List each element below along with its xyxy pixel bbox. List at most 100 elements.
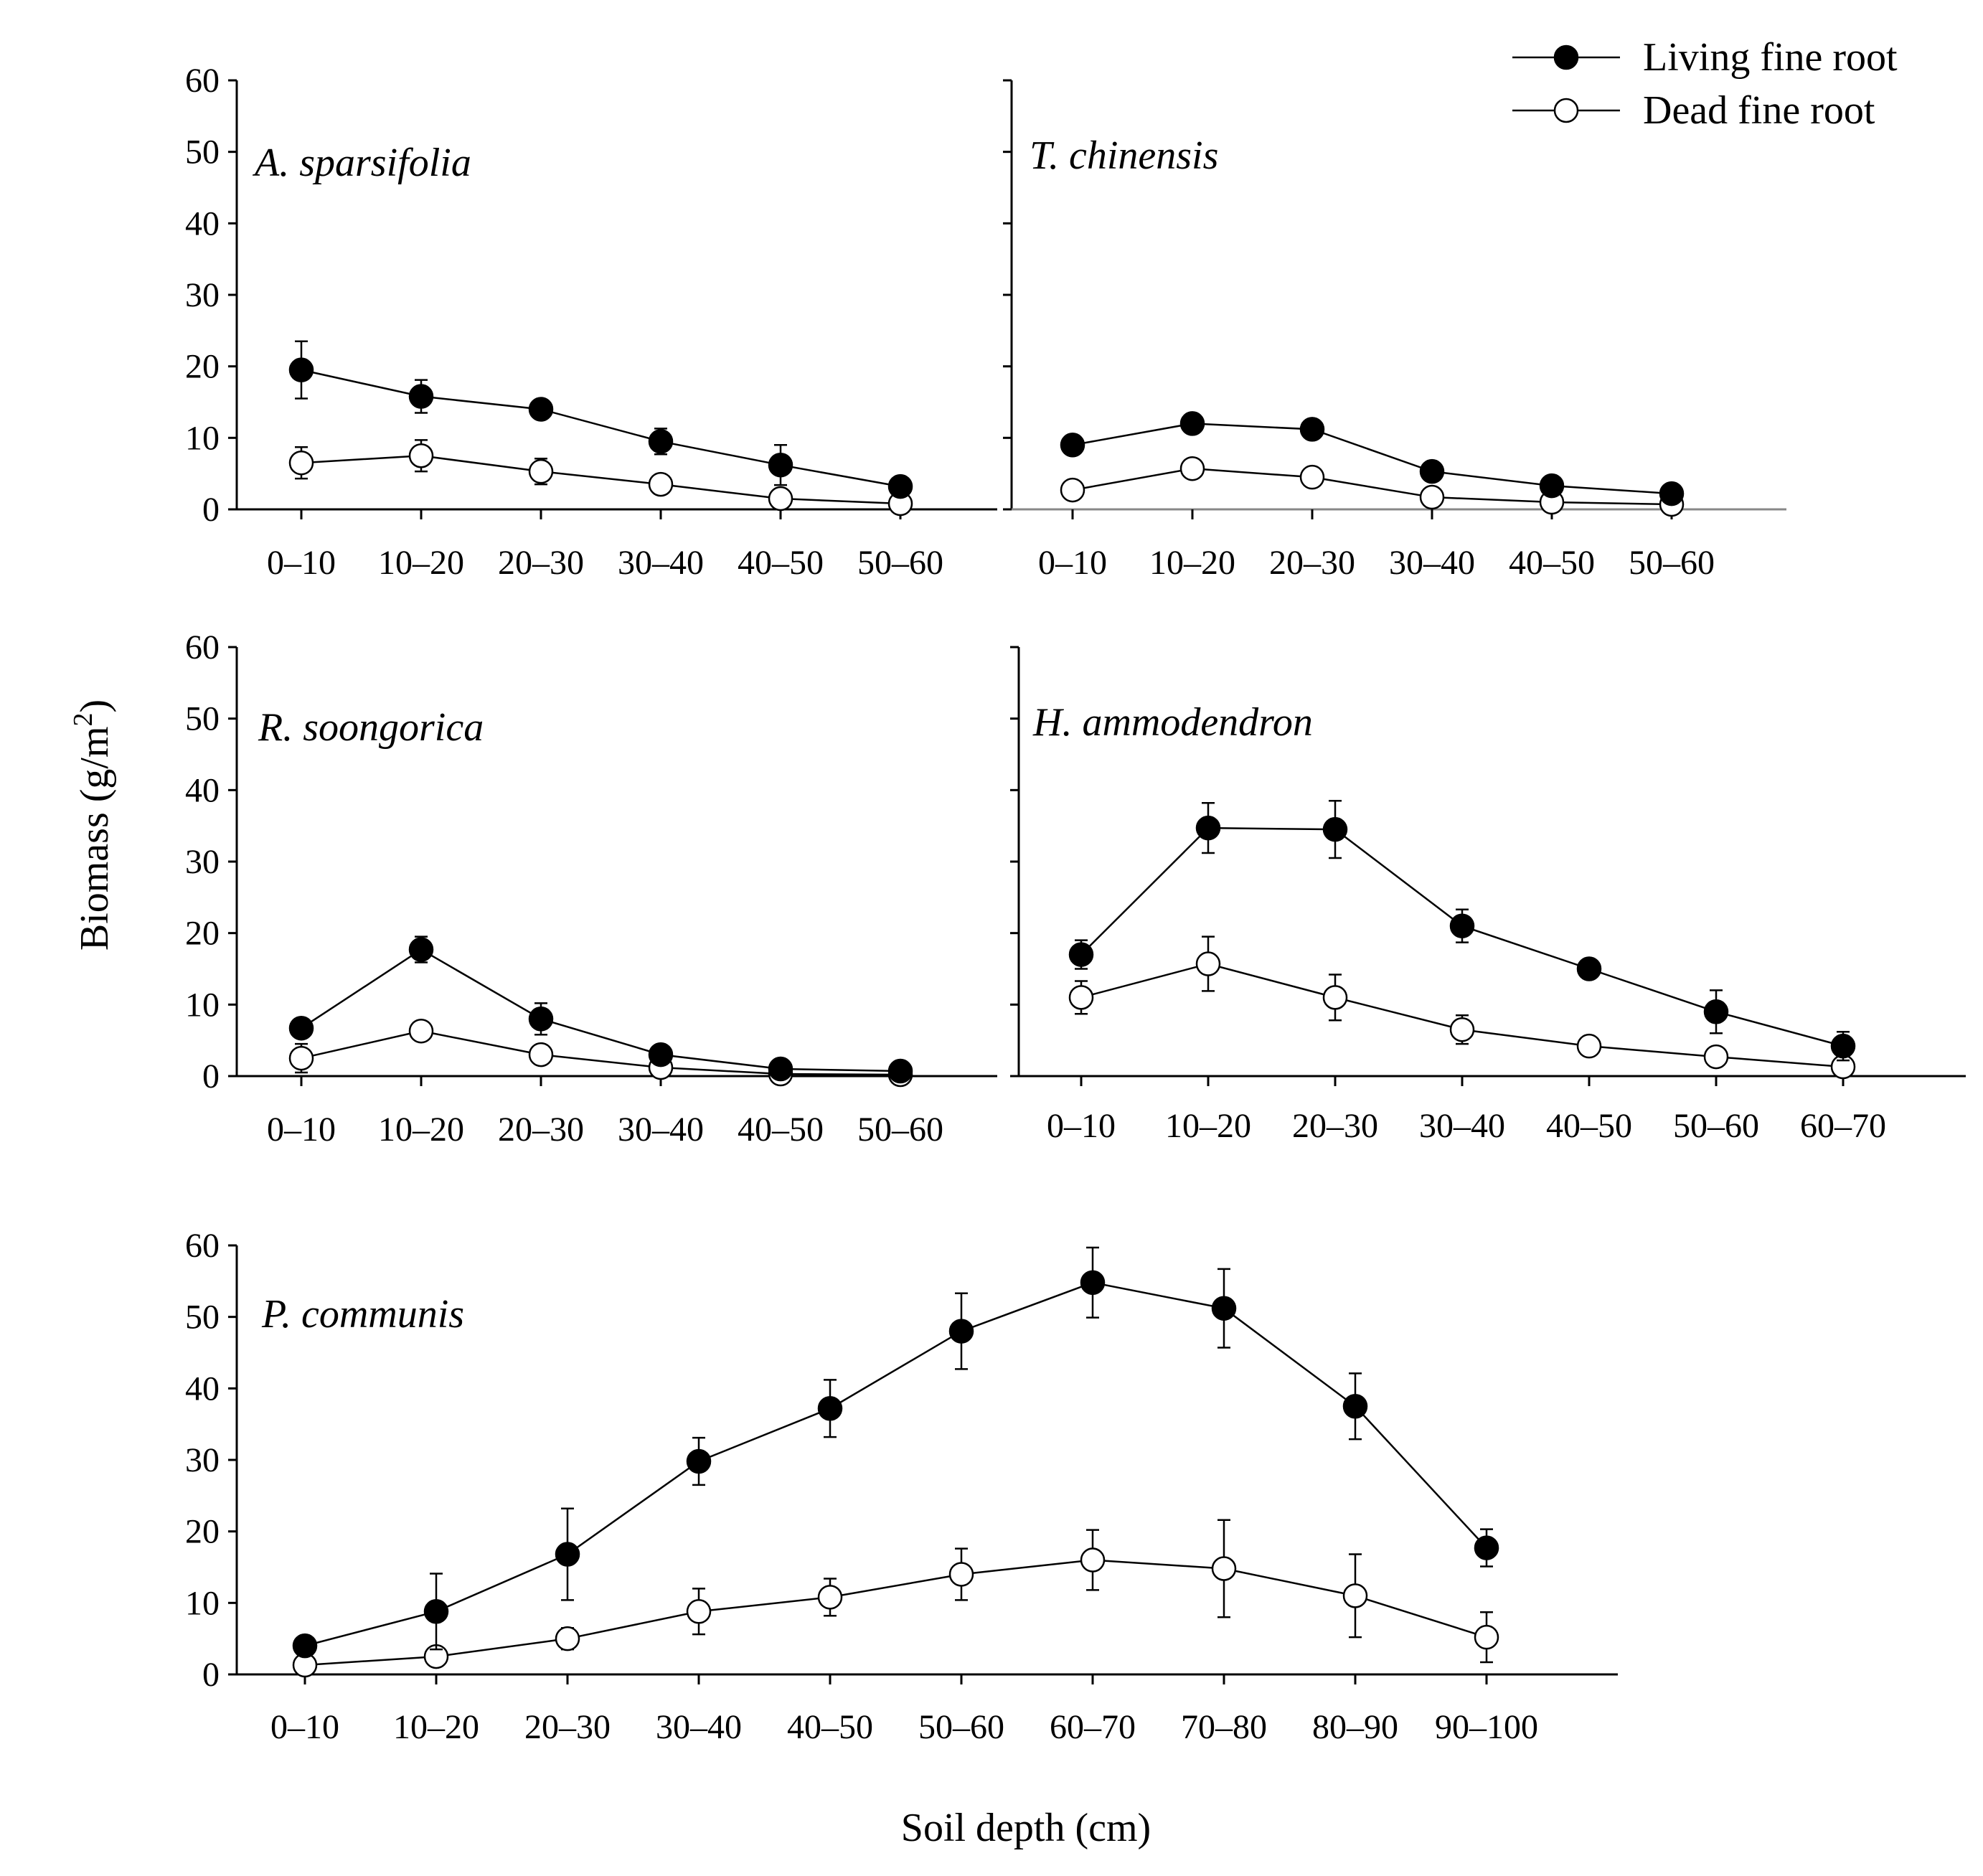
dead-point: [1211, 1556, 1237, 1581]
panel-title: A. sparsifolia: [252, 141, 471, 185]
living-point: [1179, 411, 1205, 436]
dead-point: [288, 450, 314, 476]
panel-title: R. soongorica: [258, 705, 484, 750]
y-tick-label: 20: [185, 915, 220, 953]
y-tick-label: 30: [185, 276, 220, 314]
living-point: [408, 937, 434, 962]
living-point: [288, 1015, 314, 1041]
living-point: [1659, 481, 1685, 506]
y-tick-label: 50: [185, 700, 220, 738]
x-tick-label: 30–40: [656, 1708, 742, 1746]
dead-point: [528, 1042, 554, 1067]
living-point: [1539, 473, 1565, 499]
dead-point: [555, 1626, 580, 1651]
panel-title: T. chinensis: [1030, 133, 1218, 178]
dead-point: [1195, 951, 1221, 976]
living-point: [1299, 417, 1325, 442]
x-tick-label: 50–60: [1673, 1107, 1759, 1145]
x-tick-label: 30–40: [1419, 1107, 1505, 1145]
series-living: [1068, 800, 1856, 1062]
dead-point: [768, 486, 793, 512]
living-point: [768, 1056, 793, 1082]
living-point: [1211, 1296, 1237, 1321]
x-tick-label: 0–10: [1047, 1107, 1116, 1145]
x-tick-label: 50–60: [857, 1111, 943, 1149]
x-tick-label: 20–30: [1269, 544, 1355, 582]
dead-point: [1060, 477, 1085, 503]
x-tick-label: 20–30: [498, 544, 584, 582]
x-tick-label: 60–70: [1800, 1107, 1886, 1145]
x-tick-label: 10–20: [378, 544, 464, 582]
dead-point: [1299, 464, 1325, 490]
series-living: [292, 1246, 1499, 1659]
x-tick-label: 10–20: [1165, 1107, 1251, 1145]
living-point: [887, 1058, 913, 1084]
y-tick-label: 40: [185, 204, 220, 242]
series-living: [1060, 411, 1685, 506]
living-point: [1342, 1394, 1368, 1419]
x-axis-label: Soil depth (cm): [901, 1806, 1151, 1850]
living-point: [1068, 942, 1094, 967]
dead-point: [408, 1018, 434, 1044]
x-tick-label: 40–50: [787, 1708, 873, 1746]
y-tick-label: 60: [185, 62, 220, 100]
x-tick-label: 20–30: [498, 1111, 584, 1149]
dead-point: [288, 1045, 314, 1071]
y-tick-label: 50: [185, 133, 220, 171]
living-point: [1060, 433, 1085, 458]
y-tick-label: 0: [202, 1057, 220, 1095]
living-point: [1830, 1033, 1856, 1059]
living-point: [555, 1542, 580, 1567]
y-tick-label: 10: [185, 419, 220, 457]
living-point: [288, 357, 314, 382]
x-tick-label: 20–30: [1292, 1107, 1378, 1145]
dead-point: [1068, 985, 1094, 1010]
legend: Living fine root Dead fine root: [1512, 35, 1898, 133]
living-point: [1703, 999, 1729, 1024]
series-line: [301, 369, 901, 488]
panel-4: 0–10 10–20 20–30 30–40 40–50 50–60 60–70 H. amm…: [1010, 646, 1966, 1145]
dead-point: [408, 443, 434, 468]
dead-point: [1419, 484, 1445, 510]
living-point: [817, 1395, 843, 1421]
dead-point: [1080, 1547, 1106, 1573]
x-tick-label: 40–50: [1546, 1107, 1632, 1145]
y-axis-label: Biomass (g/m2): [68, 699, 117, 951]
series-dead: [1068, 935, 1856, 1080]
legend-living-marker: [1553, 44, 1579, 70]
x-tick-label: 10–20: [378, 1111, 464, 1149]
x-tick-label: 60–70: [1050, 1708, 1136, 1746]
living-point: [528, 1007, 554, 1032]
living-point: [1322, 816, 1348, 842]
dead-point: [1474, 1624, 1499, 1650]
x-tick-label: 80–90: [1312, 1708, 1398, 1746]
living-point: [1474, 1535, 1499, 1560]
legend-living-label: Living fine root: [1643, 35, 1898, 80]
series-line: [304, 1281, 1487, 1647]
living-point: [1419, 458, 1445, 484]
series-dead: [292, 1519, 1499, 1678]
panel-title: H. ammodendron: [1032, 700, 1313, 745]
x-tick-label: 40–50: [1509, 544, 1595, 582]
living-point: [648, 1042, 674, 1067]
y-tick-label: 30: [185, 843, 220, 881]
living-point: [648, 429, 674, 454]
y-tick-label: 20: [185, 348, 220, 386]
living-point: [768, 452, 793, 478]
y-tick-label: 10: [185, 1584, 220, 1622]
x-tick-label: 40–50: [738, 1111, 824, 1149]
x-tick-label: 30–40: [618, 544, 704, 582]
x-tick-label: 50–60: [857, 544, 943, 582]
x-tick-label: 50–60: [1629, 544, 1715, 582]
living-point: [528, 397, 554, 422]
y-tick-label: 60: [185, 628, 220, 666]
x-tick-label: 30–40: [618, 1111, 704, 1149]
legend-dead-marker: [1553, 98, 1579, 123]
panel-2: 0–10 10–20 20–30 30–40 40–50 50–60 T. chinensi…: [1003, 79, 1786, 582]
y-tick-label: 10: [185, 986, 220, 1024]
living-point: [408, 384, 434, 409]
dead-point: [948, 1562, 974, 1587]
dead-point: [528, 458, 554, 484]
dead-point: [1576, 1033, 1602, 1059]
